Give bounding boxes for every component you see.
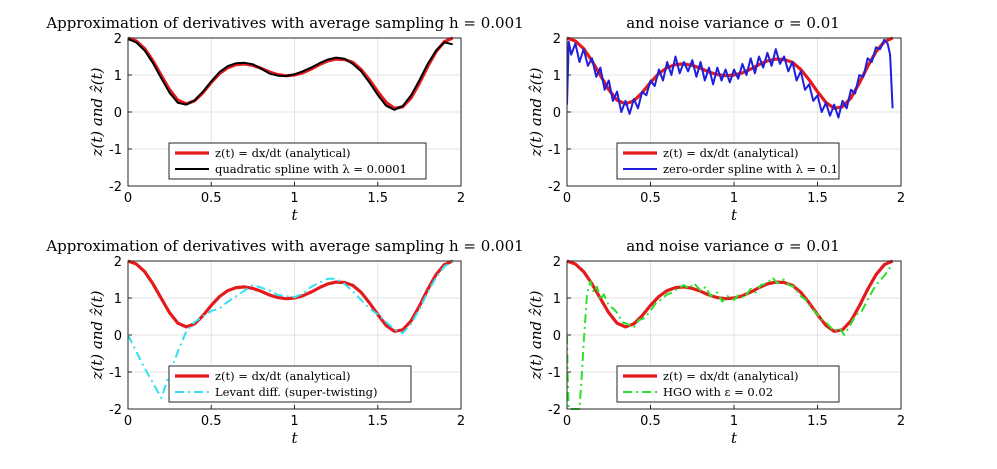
series-line-estimate [128, 38, 453, 111]
y-tick-label: 0 [553, 106, 561, 121]
y-tick-label: 2 [553, 32, 561, 47]
x-tick-label: 1 [730, 414, 738, 429]
x-tick-label: 0 [124, 414, 132, 429]
y-tick-label: -2 [548, 180, 561, 195]
x-tick-label: 1.5 [807, 414, 828, 429]
y-tick-label: -2 [109, 403, 122, 418]
series-line-estimate [567, 264, 894, 410]
x-tick-label: 0.5 [640, 191, 661, 206]
x-axis-label: t [291, 429, 298, 447]
panel-title: and noise variance σ = 0.01 [626, 14, 840, 32]
x-tick-label: 2 [897, 414, 905, 429]
x-tick-label: 1.5 [807, 191, 828, 206]
axes-frame [127, 37, 462, 187]
panel-top-right: 0 0.5 1 1.5 2 -2 -1 0 1 2 and noise variance σ = 0… [527, 14, 905, 224]
y-tick-label: -1 [548, 366, 561, 381]
x-tick-label: 0 [563, 414, 571, 429]
y-tick-label: 1 [553, 292, 561, 307]
y-tick-label: 0 [114, 329, 122, 344]
x-axis-label: t [291, 206, 298, 224]
y-tick-label: -1 [548, 143, 561, 158]
y-tick-label: 1 [553, 69, 561, 84]
legend: z(t) = dx/dt (analytical) zero-order spli… [616, 142, 840, 180]
legend-box [168, 142, 427, 180]
x-tick-label: 2 [897, 191, 905, 206]
legend-box [616, 142, 840, 180]
x-tick-label: 0 [124, 191, 132, 206]
legend-label: HGO with ε = 0.02 [663, 385, 773, 399]
y-tick-label: 2 [114, 255, 122, 270]
y-tick-label: 2 [114, 32, 122, 47]
y-axis-label: z(t) and ẑ(t) [527, 67, 545, 157]
legend-label: zero-order spline with λ = 0.1 [663, 162, 838, 176]
series-line-analytical [128, 259, 454, 333]
y-tick-label: 2 [553, 255, 561, 270]
axes-frame [566, 37, 902, 187]
y-tick-label: 1 [114, 69, 122, 84]
y-tick-label: 1 [114, 292, 122, 307]
x-tick-label: 1.5 [367, 414, 388, 429]
x-axis-label: t [731, 206, 738, 224]
y-tick-label: -1 [109, 143, 122, 158]
panel-title: Approximation of derivatives with averag… [45, 237, 523, 255]
legend-box [616, 365, 840, 403]
legend-label: z(t) = dx/dt (analytical) [663, 146, 799, 160]
x-axis-label: t [731, 429, 738, 447]
series-line-estimate [567, 38, 894, 119]
y-axis-label: z(t) and ẑ(t) [88, 290, 106, 380]
x-tick-label: 1 [730, 191, 738, 206]
y-axis-label: z(t) and ẑ(t) [88, 67, 106, 157]
x-tick-label: 0.5 [201, 414, 222, 429]
legend-label: z(t) = dx/dt (analytical) [215, 146, 351, 160]
legend-label: Levant diff. (super-twisting) [215, 385, 378, 399]
x-tick-label: 1 [290, 414, 298, 429]
legend: z(t) = dx/dt (analytical) HGO with ε = 0.… [616, 365, 840, 403]
legend-label: z(t) = dx/dt (analytical) [215, 369, 351, 383]
axes-frame [566, 260, 902, 410]
y-tick-label: -2 [548, 403, 561, 418]
x-tick-label: 1.5 [367, 191, 388, 206]
y-tick-label: 0 [553, 329, 561, 344]
x-tick-label: 2 [457, 191, 465, 206]
x-tick-label: 0.5 [201, 191, 222, 206]
panel-title: Approximation of derivatives with averag… [45, 14, 523, 32]
series-line-analytical [567, 259, 894, 333]
legend-box [168, 365, 412, 403]
legend-label: quadratic spline with λ = 0.0001 [215, 162, 407, 176]
panel-title: and noise variance σ = 0.01 [626, 237, 840, 255]
y-tick-label: 0 [114, 106, 122, 121]
legend: z(t) = dx/dt (analytical) Levant diff. (s… [168, 365, 412, 403]
y-axis-label: z(t) and ẑ(t) [527, 290, 545, 380]
x-tick-label: 2 [457, 414, 465, 429]
x-tick-label: 0.5 [640, 414, 661, 429]
legend: z(t) = dx/dt (analytical) quadratic splin… [168, 142, 427, 180]
y-tick-label: -1 [109, 366, 122, 381]
series-line-analytical [567, 36, 894, 110]
y-tick-label: -2 [109, 180, 122, 195]
x-tick-label: 0 [563, 191, 571, 206]
axes-frame [127, 260, 462, 410]
legend-label: z(t) = dx/dt (analytical) [663, 369, 799, 383]
panel-bottom-right: 0 0.5 1 1.5 2 -2 -1 0 1 2 and noise variance σ = 0… [527, 237, 905, 447]
x-tick-label: 1 [290, 191, 298, 206]
